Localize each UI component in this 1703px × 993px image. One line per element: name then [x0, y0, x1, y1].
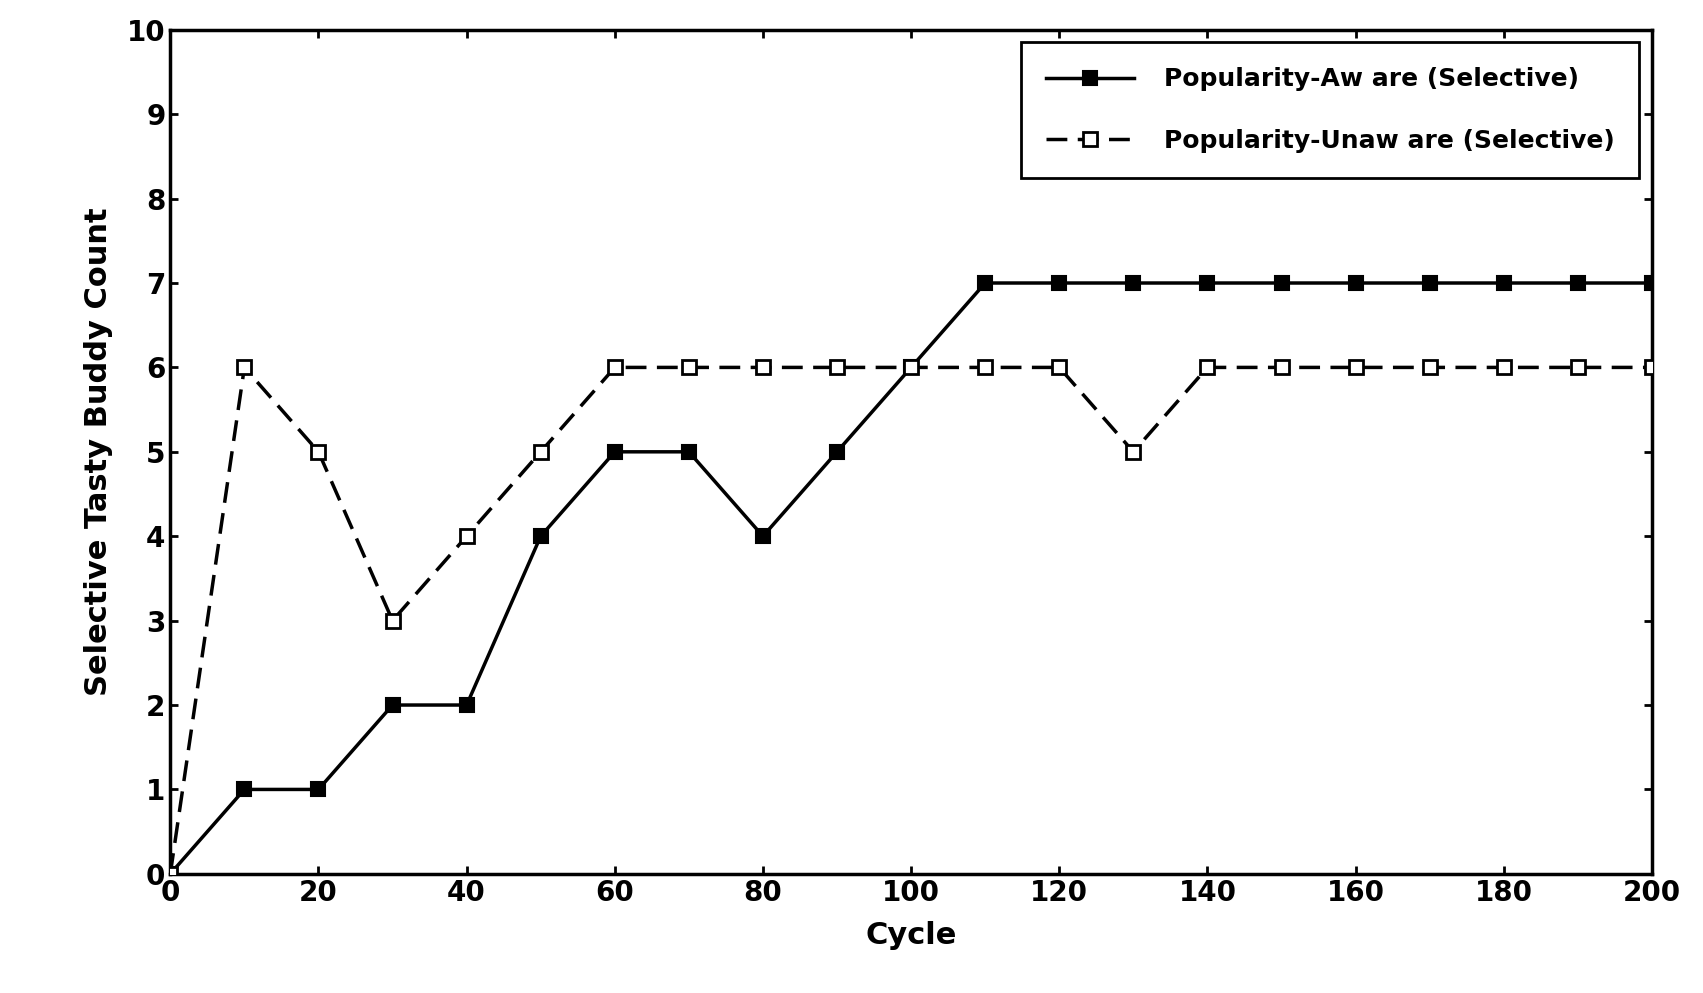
Popularity-Unaw are (Selective) [974, 361, 995, 373]
Popularity-Unaw are (Selective) [381, 615, 402, 627]
Popularity-Unaw are (Selective) [1270, 361, 1291, 373]
Popularity-Aw are (Selective) [828, 446, 848, 458]
Popularity-Unaw are (Selective) [1049, 361, 1069, 373]
Popularity-Unaw are (Selective) [160, 868, 181, 880]
Popularity-Aw are (Selective) [1419, 277, 1439, 289]
Y-axis label: Selective Tasty Buddy Count: Selective Tasty Buddy Count [83, 208, 112, 696]
Line: Popularity-Aw are (Selective): Popularity-Aw are (Selective) [163, 276, 1659, 881]
Popularity-Unaw are (Selective) [235, 361, 255, 373]
Line: Popularity-Unaw are (Selective): Popularity-Unaw are (Selective) [163, 360, 1659, 881]
Popularity-Aw are (Selective) [1567, 277, 1587, 289]
Popularity-Unaw are (Selective) [678, 361, 698, 373]
Popularity-Aw are (Selective) [160, 868, 181, 880]
Popularity-Unaw are (Selective) [753, 361, 773, 373]
Popularity-Aw are (Selective) [1197, 277, 1218, 289]
Popularity-Unaw are (Selective) [1567, 361, 1587, 373]
Popularity-Aw are (Selective) [1642, 277, 1662, 289]
Popularity-Unaw are (Selective) [308, 446, 329, 458]
Popularity-Unaw are (Selective) [1494, 361, 1514, 373]
Popularity-Aw are (Selective) [308, 783, 329, 795]
Popularity-Unaw are (Selective) [531, 446, 552, 458]
Popularity-Unaw are (Selective) [1122, 446, 1143, 458]
Popularity-Aw are (Selective) [753, 530, 773, 542]
Popularity-Aw are (Selective) [1122, 277, 1143, 289]
Popularity-Unaw are (Selective) [456, 530, 477, 542]
Popularity-Unaw are (Selective) [1642, 361, 1662, 373]
Popularity-Unaw are (Selective) [828, 361, 848, 373]
Popularity-Aw are (Selective) [974, 277, 995, 289]
Popularity-Unaw are (Selective) [1419, 361, 1439, 373]
Legend: Popularity-Aw are (Selective), Popularity-Unaw are (Selective): Popularity-Aw are (Selective), Popularit… [1022, 43, 1640, 178]
Popularity-Aw are (Selective) [1345, 277, 1366, 289]
X-axis label: Cycle: Cycle [865, 921, 957, 949]
Popularity-Aw are (Selective) [901, 361, 921, 373]
Popularity-Aw are (Selective) [1049, 277, 1069, 289]
Popularity-Aw are (Selective) [381, 699, 402, 711]
Popularity-Aw are (Selective) [1270, 277, 1291, 289]
Popularity-Aw are (Selective) [456, 699, 477, 711]
Popularity-Aw are (Selective) [605, 446, 625, 458]
Popularity-Aw are (Selective) [531, 530, 552, 542]
Popularity-Aw are (Selective) [678, 446, 698, 458]
Popularity-Aw are (Selective) [235, 783, 255, 795]
Popularity-Unaw are (Selective) [901, 361, 921, 373]
Popularity-Unaw are (Selective) [1197, 361, 1218, 373]
Popularity-Unaw are (Selective) [1345, 361, 1366, 373]
Popularity-Aw are (Selective) [1494, 277, 1514, 289]
Popularity-Unaw are (Selective) [605, 361, 625, 373]
